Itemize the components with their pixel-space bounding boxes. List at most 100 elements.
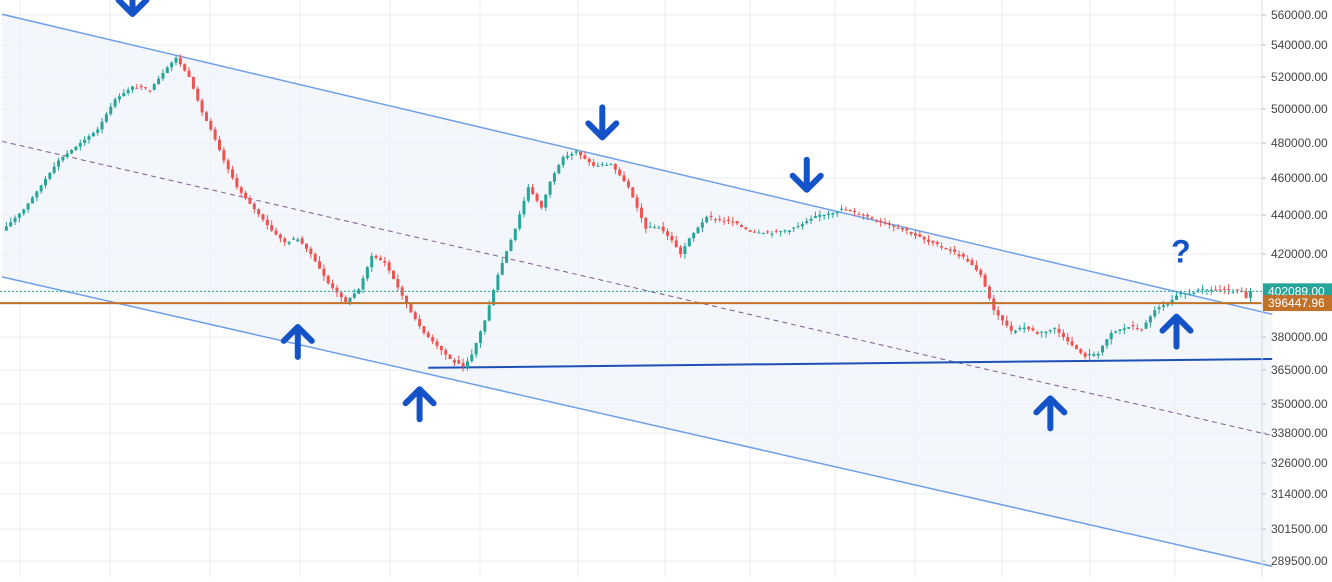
price-axis: 289500.00 301500.00 314000.00 326000.00 3380… [1261, 0, 1332, 577]
candle-body [91, 132, 95, 137]
candle-body [566, 155, 569, 158]
candle-body [600, 164, 604, 166]
candle-body [609, 164, 613, 166]
candle-body [1235, 289, 1239, 291]
axis-tick-label: 314000.00 [1271, 487, 1328, 501]
candle-body [1170, 299, 1174, 304]
candle-body [513, 228, 517, 240]
candle-body [1109, 332, 1113, 340]
candle-body [535, 194, 539, 201]
candle-body [392, 270, 395, 279]
candle-body [61, 157, 65, 161]
candle-body [322, 268, 326, 276]
candle-body [335, 287, 339, 293]
candle-body [13, 217, 17, 223]
candle-body [1018, 327, 1022, 330]
candle-body [1227, 288, 1231, 290]
candle-body [866, 214, 870, 217]
candle-body [983, 274, 987, 287]
candle-body [409, 304, 413, 313]
axis-tick-label: 326000.00 [1271, 456, 1328, 470]
candle-body [187, 70, 191, 77]
candle-body [465, 361, 469, 368]
candle-body [126, 89, 130, 93]
candle-body [387, 262, 391, 271]
candle-body [757, 232, 761, 234]
candle-body [1101, 345, 1105, 353]
candle-body [961, 254, 965, 257]
candle-body [365, 267, 369, 279]
candle-body [783, 230, 787, 232]
candle-body [570, 153, 574, 156]
candle-body [1218, 289, 1222, 291]
candle-body [1105, 339, 1109, 346]
candle-body [827, 213, 830, 215]
candle-body [818, 214, 822, 218]
candle-body [1148, 316, 1152, 323]
candle-body [796, 226, 800, 228]
candle-body [666, 231, 670, 236]
candle-body [1027, 326, 1031, 329]
candle-body [300, 238, 304, 244]
candle-body [487, 305, 491, 321]
candle-body [291, 238, 295, 240]
candle-body [39, 185, 43, 192]
candle-body [226, 160, 230, 170]
up-arrow-icon [280, 323, 315, 360]
candle-body [1088, 354, 1091, 356]
horizontal-level-badge [1263, 295, 1332, 312]
candle-body [17, 213, 21, 218]
candle-body [1131, 325, 1135, 327]
candle-body [822, 214, 826, 217]
candle-body [779, 231, 783, 233]
annotations: ? [115, 0, 1194, 432]
candle-body [174, 57, 178, 63]
candle-body [770, 233, 774, 235]
candle-body [30, 197, 34, 204]
candle-body [831, 212, 835, 215]
axis-tick-label: 289500.00 [1271, 554, 1328, 568]
price-levels [0, 290, 1262, 305]
candle-body [740, 225, 743, 228]
candle-body [618, 169, 622, 176]
candle-body [1196, 289, 1200, 291]
candle-body [496, 274, 500, 291]
candle-body [1140, 329, 1144, 331]
candle-body [4, 226, 8, 231]
candle-body [1244, 291, 1248, 298]
candle-body [87, 136, 91, 140]
candle-body [344, 297, 348, 302]
candle-body [909, 232, 913, 235]
candle-body [1114, 331, 1118, 333]
candle-body [544, 194, 548, 208]
candle-body [1161, 305, 1165, 307]
candle-body [183, 64, 187, 71]
candle-body [918, 234, 922, 237]
candle-body [231, 169, 235, 178]
candle-body [766, 231, 770, 233]
candle-body [22, 209, 26, 214]
candle-body [1057, 328, 1061, 333]
candle-body [1144, 322, 1148, 329]
candle-body [218, 139, 221, 150]
candle-body [970, 260, 974, 266]
candle-body [539, 200, 543, 208]
candle-body [213, 129, 217, 140]
candle-body [165, 67, 169, 73]
candle-body [361, 278, 365, 290]
candle-body [405, 295, 409, 304]
candle-body [1153, 310, 1157, 317]
candle-body [418, 319, 422, 326]
channel-upper-line [1, 13, 1273, 316]
candle-body [653, 227, 656, 229]
candle-body [1035, 332, 1039, 334]
candle-body [196, 88, 200, 101]
candle-body [1044, 331, 1048, 334]
candle-body [840, 208, 844, 210]
candle-body [257, 209, 261, 215]
channel-fill [2, 14, 1273, 567]
candle-body [139, 85, 143, 88]
candle-body [383, 260, 387, 263]
